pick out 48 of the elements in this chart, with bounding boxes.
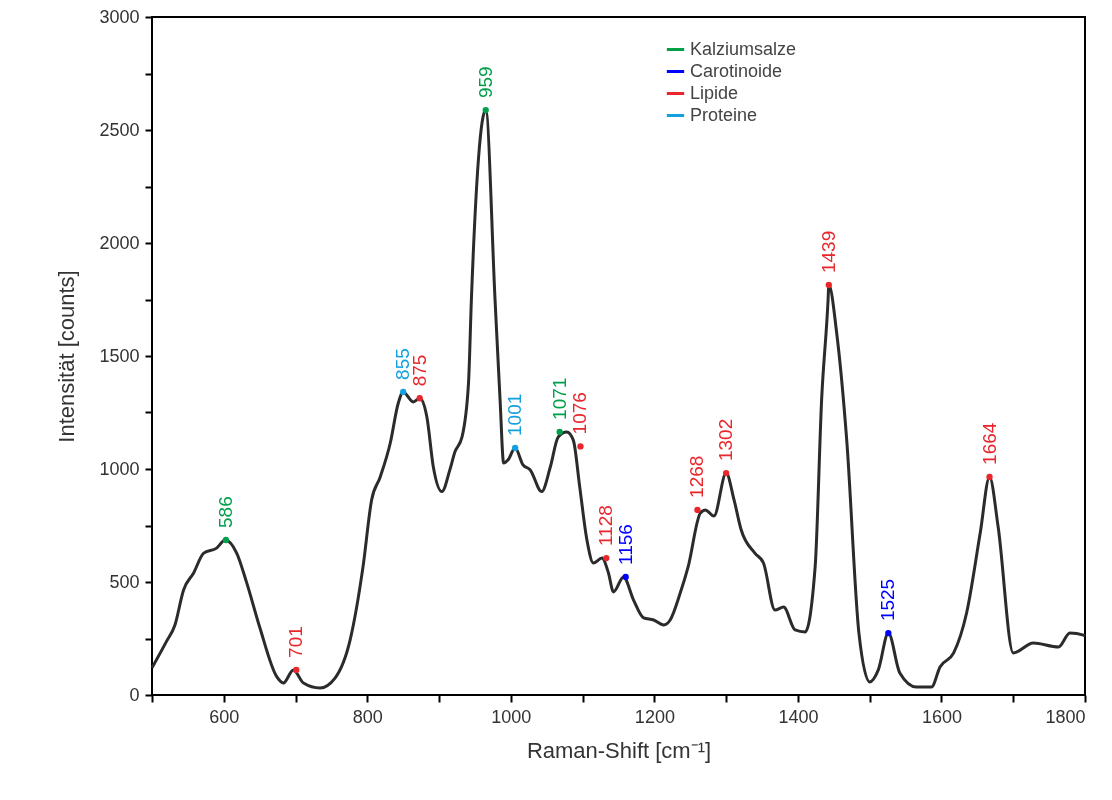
point [722, 469, 730, 477]
annotation: 1156 [614, 524, 636, 566]
x-axis-title: Raman-Shift [cm⁻¹] [526, 737, 712, 763]
x-tick-label: 1800 [1045, 706, 1086, 727]
point [986, 473, 993, 481]
legend-label: Proteine [690, 104, 758, 125]
point [222, 536, 230, 544]
legend-label: Lipide [690, 82, 739, 103]
point [622, 573, 629, 581]
annotation: 701 [285, 626, 307, 658]
point [825, 281, 832, 289]
annotation: 959 [474, 66, 496, 99]
point [416, 395, 423, 402]
point [293, 666, 300, 674]
x-tick-label: 1400 [778, 706, 819, 727]
annotation: 586 [214, 496, 236, 528]
legend-label: Carotinoide [690, 60, 783, 81]
point [694, 506, 701, 514]
y-axis-title: Intensität [counts] [54, 270, 80, 443]
annotation: 1001 [504, 393, 526, 436]
x-tick-label: 1600 [921, 706, 962, 727]
y-tick-label: 1000 [99, 458, 140, 479]
annotation: 1302 [715, 418, 737, 462]
annotation: 1128 [595, 505, 617, 547]
point [556, 428, 563, 436]
y-tick-label: 1500 [99, 345, 140, 366]
point [577, 443, 584, 450]
annotation: 1439 [817, 230, 839, 274]
x-tick-label: 600 [209, 706, 240, 727]
y-tick-label: 2500 [99, 119, 140, 140]
annotation: 1268 [686, 455, 708, 498]
y-tick-label: 500 [109, 571, 140, 592]
y-tick-label: 0 [129, 684, 140, 705]
x-tick-label: 1200 [634, 706, 675, 727]
x-tick-label: 1000 [491, 706, 532, 727]
annotation: 1071 [548, 377, 570, 420]
annotation: 1664 [978, 422, 1000, 465]
y-tick-label: 2000 [99, 232, 140, 253]
annotation: 1525 [877, 578, 899, 622]
point [482, 106, 489, 114]
point [400, 388, 407, 396]
annotation: 1076 [569, 392, 591, 435]
x-tick-label: 800 [352, 706, 383, 727]
legend-label: Kalziumsalze [690, 38, 797, 59]
y-tick-label: 3000 [99, 6, 140, 27]
point [511, 444, 519, 452]
point [603, 554, 610, 562]
point [885, 629, 892, 637]
